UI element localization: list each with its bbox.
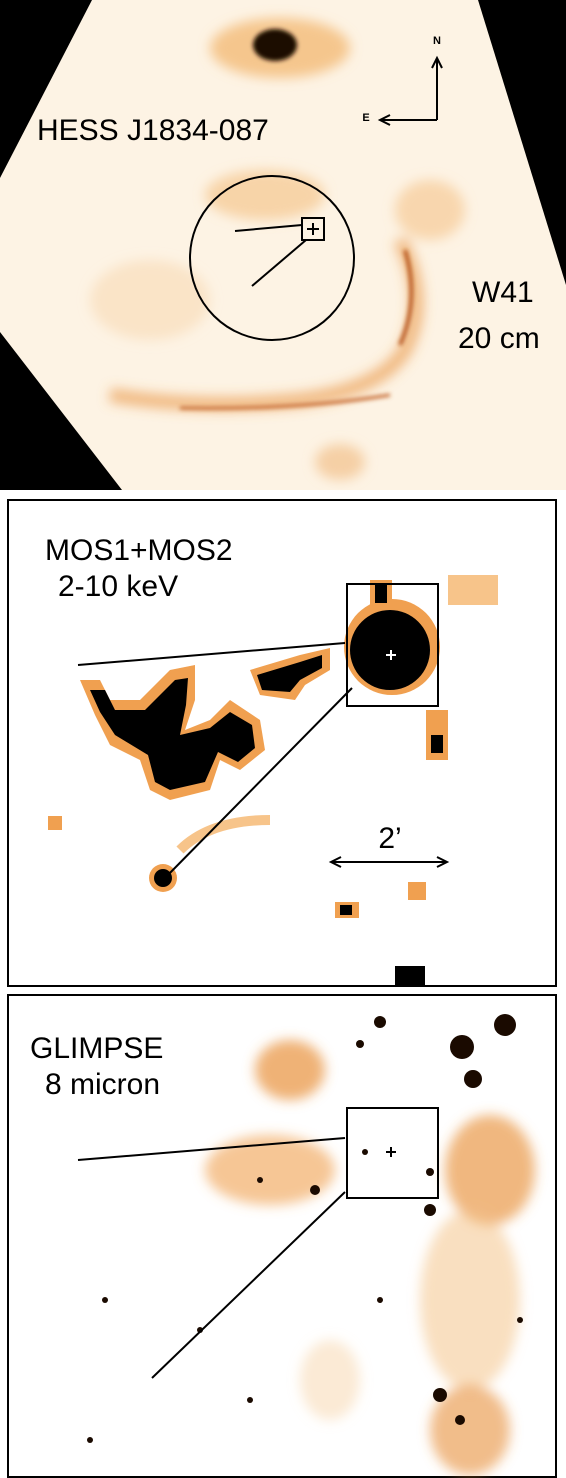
position-marker [386,650,396,660]
band-label: 2-10 keV [58,570,178,603]
survey-label: GLIMPSE [30,1032,163,1065]
scale-arrowheads [328,856,450,868]
bright-source [179,29,414,410]
band-label: 20 cm [458,322,540,355]
panel-radio: N E HESS J1834-087 W41 20 cm [0,0,566,490]
position-marker [386,1147,396,1157]
zoom-box [346,583,439,707]
zoom-line [77,642,346,666]
zoom-line [234,224,303,232]
position-marker [307,223,319,235]
compass-north: N [433,35,441,47]
instrument-label: MOS1+MOS2 [45,534,233,567]
emission [90,18,465,480]
panel-xray: 2’ MOS1+MOS2 2-10 keV [7,499,557,987]
image-field [0,0,566,490]
zoom-box [301,217,325,241]
band-label: 8 micron [45,1068,160,1101]
compass-arrowhead [377,114,391,126]
remnant-label: W41 [472,276,534,309]
compass-east: E [362,112,369,124]
point-sources [87,1014,523,1443]
source-label: HESS J1834-087 [37,114,269,147]
compass-arrowhead [431,55,443,69]
zoom-line [162,687,353,881]
emission [205,1040,535,1475]
panel-infrared: GLIMPSE 8 micron [7,994,557,1478]
hess-circle [189,175,355,341]
zoom-box [346,1107,439,1199]
scale-label: 2’ [378,822,401,855]
zoom-line [151,1191,346,1379]
zoom-line [251,239,307,287]
zoom-line [77,1137,346,1161]
